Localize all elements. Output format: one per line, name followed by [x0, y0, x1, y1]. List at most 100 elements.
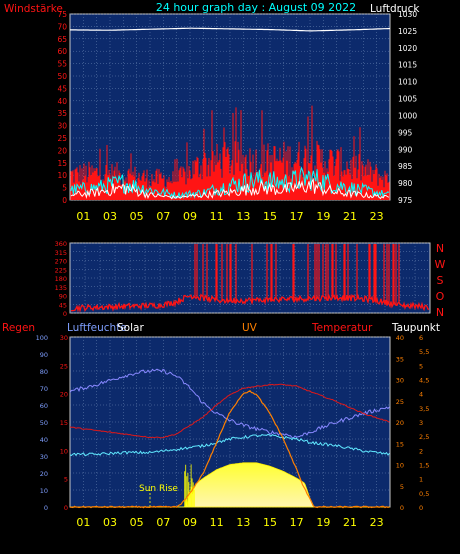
rain-tick-label: 60	[40, 402, 48, 410]
wind-tick-label: 10	[57, 171, 67, 180]
hour-tick-label: 11	[210, 210, 224, 223]
pressure-tick-label: 975	[398, 196, 413, 205]
uv-axis-title: UV	[242, 322, 258, 334]
climate-chart: Regen Luftfeuchte Solar UV Temperatur Ta…	[2, 322, 440, 529]
direction-tick-label: 360	[55, 240, 67, 248]
direction-tick-label: 270	[55, 258, 67, 266]
uv-tick-label: 2	[419, 447, 423, 455]
pressure-axis-title: Luftdruck	[370, 3, 420, 15]
hour-tick-label: 01	[76, 210, 90, 223]
hour-tick-label: 07	[156, 516, 170, 529]
wind-tick-label: 25	[57, 134, 67, 143]
direction-tick-label: 135	[55, 284, 67, 292]
wind-tick-label: 20	[57, 146, 67, 155]
hour-tick-label: 13	[236, 210, 250, 223]
wind-tick-label: 30	[57, 122, 67, 131]
wind-tick-label: 40	[57, 97, 67, 106]
hour-tick-label: 17	[290, 210, 304, 223]
hour-tick-label: 23	[370, 210, 384, 223]
wind-axis-title: Windstärke	[4, 3, 63, 15]
rain-tick-label: 90	[40, 351, 48, 359]
direction-tick-label: 0	[63, 310, 67, 318]
dewpoint-series	[69, 433, 390, 457]
direction-tick-label: 45	[59, 301, 67, 309]
rain-tick-label: 0	[44, 504, 48, 512]
humidity-tick-label: 5	[64, 476, 68, 484]
wind-tick-label: 50	[57, 72, 67, 81]
humidity-tick-label: 15	[60, 419, 68, 427]
compass-label: N	[436, 306, 444, 319]
wind-tick-label: 60	[57, 47, 67, 56]
rain-tick-label: 100	[36, 334, 48, 342]
pressure-tick-label: 1015	[398, 61, 417, 70]
pressure-series	[70, 27, 391, 32]
hour-tick-label: 19	[316, 210, 330, 223]
wind-tick-label: 55	[57, 60, 67, 69]
rain-tick-label: 70	[40, 385, 48, 393]
hour-tick-label: 23	[370, 516, 384, 529]
hour-tick-label: 09	[183, 210, 197, 223]
wind-average-series	[70, 166, 390, 200]
uv-tick-label: 4	[419, 391, 423, 399]
temperature-tick-label: 15	[396, 440, 404, 448]
wind-tick-label: 0	[62, 196, 67, 205]
temperature-tick-label: 35	[396, 355, 404, 363]
rain-tick-label: 30	[40, 453, 48, 461]
temperature-axis-title: Temperatur	[311, 322, 373, 334]
uv-tick-label: 4,5	[419, 377, 429, 385]
uv-tick-label: 3,5	[419, 405, 429, 413]
humidity-tick-label: 20	[60, 391, 68, 399]
uv-tick-label: 0,5	[419, 490, 429, 498]
wind-tick-label: 70	[57, 22, 67, 31]
hour-tick-label: 21	[343, 210, 357, 223]
direction-tick-label: 225	[55, 266, 67, 274]
pressure-tick-label: 980	[398, 179, 413, 188]
wind-tick-label: 35	[57, 109, 67, 118]
hour-tick-label: 05	[130, 210, 144, 223]
rain-tick-label: 40	[40, 436, 48, 444]
temperature-tick-label: 30	[396, 377, 404, 385]
direction-tick-label: 180	[55, 275, 67, 283]
uv-tick-label: 3	[419, 419, 423, 427]
hour-tick-label: 15	[263, 210, 277, 223]
hour-tick-label: 19	[316, 516, 330, 529]
wind-tick-label: 75	[57, 10, 67, 19]
temperature-tick-label: 25	[396, 398, 404, 406]
hour-tick-label: 03	[103, 210, 117, 223]
hour-tick-label: 05	[130, 516, 144, 529]
hour-tick-label: 17	[290, 516, 304, 529]
hour-tick-label: 09	[183, 516, 197, 529]
rain-axis-title: Regen	[2, 322, 35, 334]
hour-tick-label: 07	[156, 210, 170, 223]
direction-spike-series	[194, 244, 400, 306]
compass-label: W	[435, 258, 446, 271]
direction-series	[70, 293, 430, 314]
temperature-tick-label: 10	[396, 462, 404, 470]
humidity-tick-label: 25	[60, 362, 68, 370]
wind-tick-label: 45	[57, 84, 67, 93]
graph-title: 24 hour graph day : August 09 2022	[156, 1, 356, 14]
humidity-tick-label: 0	[64, 504, 68, 512]
uv-tick-label: 5	[419, 362, 423, 370]
hour-tick-label: 11	[210, 516, 224, 529]
wind-speed-series	[70, 178, 390, 200]
compass-label: O	[436, 290, 445, 303]
hour-tick-label: 01	[76, 516, 90, 529]
pressure-tick-label: 1010	[398, 78, 417, 87]
uv-series	[69, 390, 390, 509]
uv-tick-label: 2,5	[419, 433, 429, 441]
humidity-series	[69, 368, 390, 439]
rain-tick-label: 10	[40, 487, 48, 495]
pressure-tick-label: 990	[398, 145, 413, 154]
temperature-tick-label: 0	[400, 504, 404, 512]
temperature-tick-label: 20	[396, 419, 404, 427]
pressure-tick-label: 995	[398, 128, 413, 137]
hour-tick-label: 21	[343, 516, 357, 529]
hour-tick-label: 03	[103, 516, 117, 529]
rain-tick-label: 20	[40, 470, 48, 478]
wind-tick-label: 15	[57, 159, 67, 168]
rain-tick-label: 50	[40, 419, 48, 427]
